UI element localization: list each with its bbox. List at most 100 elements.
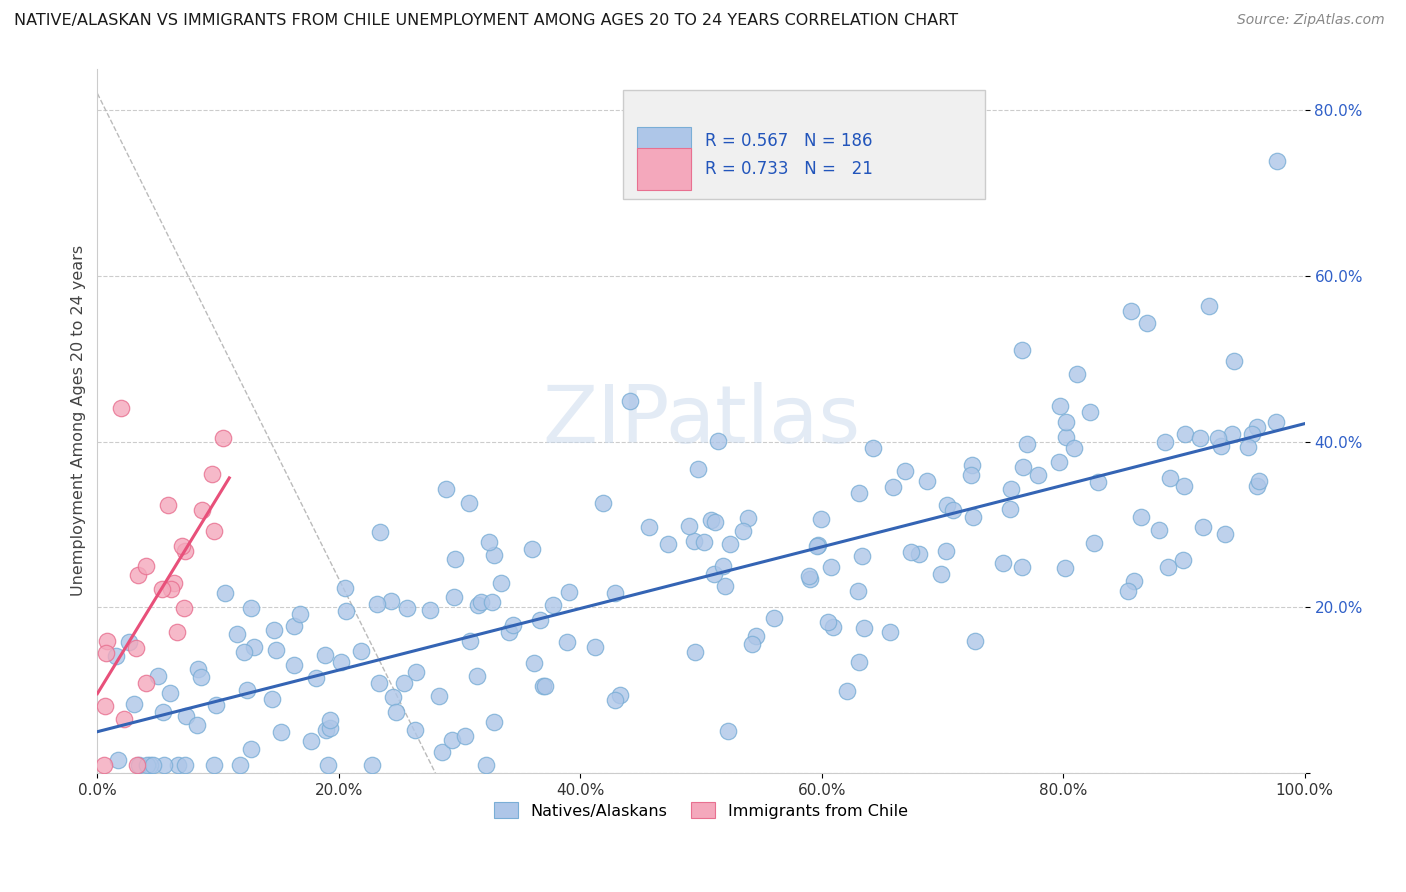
Point [1011, 343, 1033, 357]
Point [713, 579, 735, 593]
Point [900, 545, 922, 559]
Point [127, 757, 149, 772]
Point [467, 668, 489, 682]
Point [704, 515, 727, 529]
Point [157, 499, 180, 513]
Point [1078, 405, 1101, 419]
Point [167, 757, 190, 772]
Point [350, 644, 373, 658]
Point [201, 467, 224, 482]
Point [522, 656, 544, 670]
Point [737, 510, 759, 524]
Point [960, 458, 983, 472]
Point [936, 498, 959, 512]
Text: R = 0.567   N = 186: R = 0.567 N = 186 [704, 132, 872, 150]
Bar [637, 127, 692, 169]
Point [176, 709, 198, 723]
Point [817, 615, 839, 630]
Point [235, 682, 257, 697]
Point [1087, 475, 1109, 490]
Point [529, 613, 551, 627]
Point [299, 734, 322, 748]
Point [243, 640, 266, 655]
Point [454, 729, 477, 743]
Point [107, 753, 129, 767]
Point [368, 675, 391, 690]
Point [960, 467, 983, 482]
Point [678, 519, 700, 533]
Point [1123, 574, 1146, 588]
Point [558, 584, 581, 599]
Point [605, 586, 627, 600]
Point [478, 535, 501, 549]
Point [686, 462, 709, 476]
Point [1154, 434, 1177, 449]
Point [172, 539, 194, 553]
Point [1116, 583, 1139, 598]
Point [1189, 431, 1212, 445]
Point [228, 757, 250, 772]
Point [848, 486, 870, 500]
Point [1047, 455, 1070, 469]
Point [135, 675, 157, 690]
Point [879, 624, 901, 639]
Point [741, 637, 763, 651]
Point [191, 502, 214, 516]
Point [1192, 520, 1215, 534]
Point [430, 745, 453, 759]
Point [823, 620, 845, 634]
Point [139, 757, 162, 772]
Point [187, 662, 209, 676]
Point [394, 675, 416, 690]
Point [240, 600, 263, 615]
Point [942, 503, 965, 517]
Point [94, 699, 117, 714]
Point [1246, 479, 1268, 493]
Text: Source: ZipAtlas.com: Source: ZipAtlas.com [1237, 13, 1385, 28]
Point [806, 539, 828, 553]
Point [1246, 420, 1268, 434]
Point [1028, 467, 1050, 482]
Point [489, 576, 512, 591]
Point [232, 645, 254, 659]
Point [502, 617, 524, 632]
Point [174, 544, 197, 558]
Point [807, 538, 830, 552]
Point [96, 647, 118, 661]
Point [846, 583, 869, 598]
Point [520, 541, 543, 556]
Point [481, 595, 503, 609]
Point [700, 512, 723, 526]
Point [1063, 442, 1085, 456]
Point [1015, 437, 1038, 451]
Point [541, 599, 564, 613]
Point [762, 611, 785, 625]
Point [128, 757, 150, 772]
Point [555, 635, 578, 649]
Point [718, 537, 741, 551]
Point [163, 576, 186, 591]
Point [993, 556, 1015, 570]
Point [474, 757, 496, 772]
Point [288, 607, 311, 622]
Point [173, 600, 195, 615]
Point [965, 633, 987, 648]
Point [657, 537, 679, 551]
Point [226, 627, 249, 641]
Point [444, 552, 467, 566]
Point [638, 520, 661, 534]
Point [962, 509, 984, 524]
Point [427, 689, 450, 703]
Point [239, 742, 262, 756]
Point [693, 535, 716, 549]
Point [810, 512, 832, 526]
Point [315, 723, 337, 737]
Point [1136, 316, 1159, 330]
Point [685, 645, 707, 659]
Bar [637, 148, 692, 190]
Legend: Natives/Alaskans, Immigrants from Chile: Natives/Alaskans, Immigrants from Chile [488, 796, 914, 825]
Point [458, 496, 481, 510]
Point [436, 482, 458, 496]
Point [882, 480, 904, 494]
Point [1265, 153, 1288, 168]
